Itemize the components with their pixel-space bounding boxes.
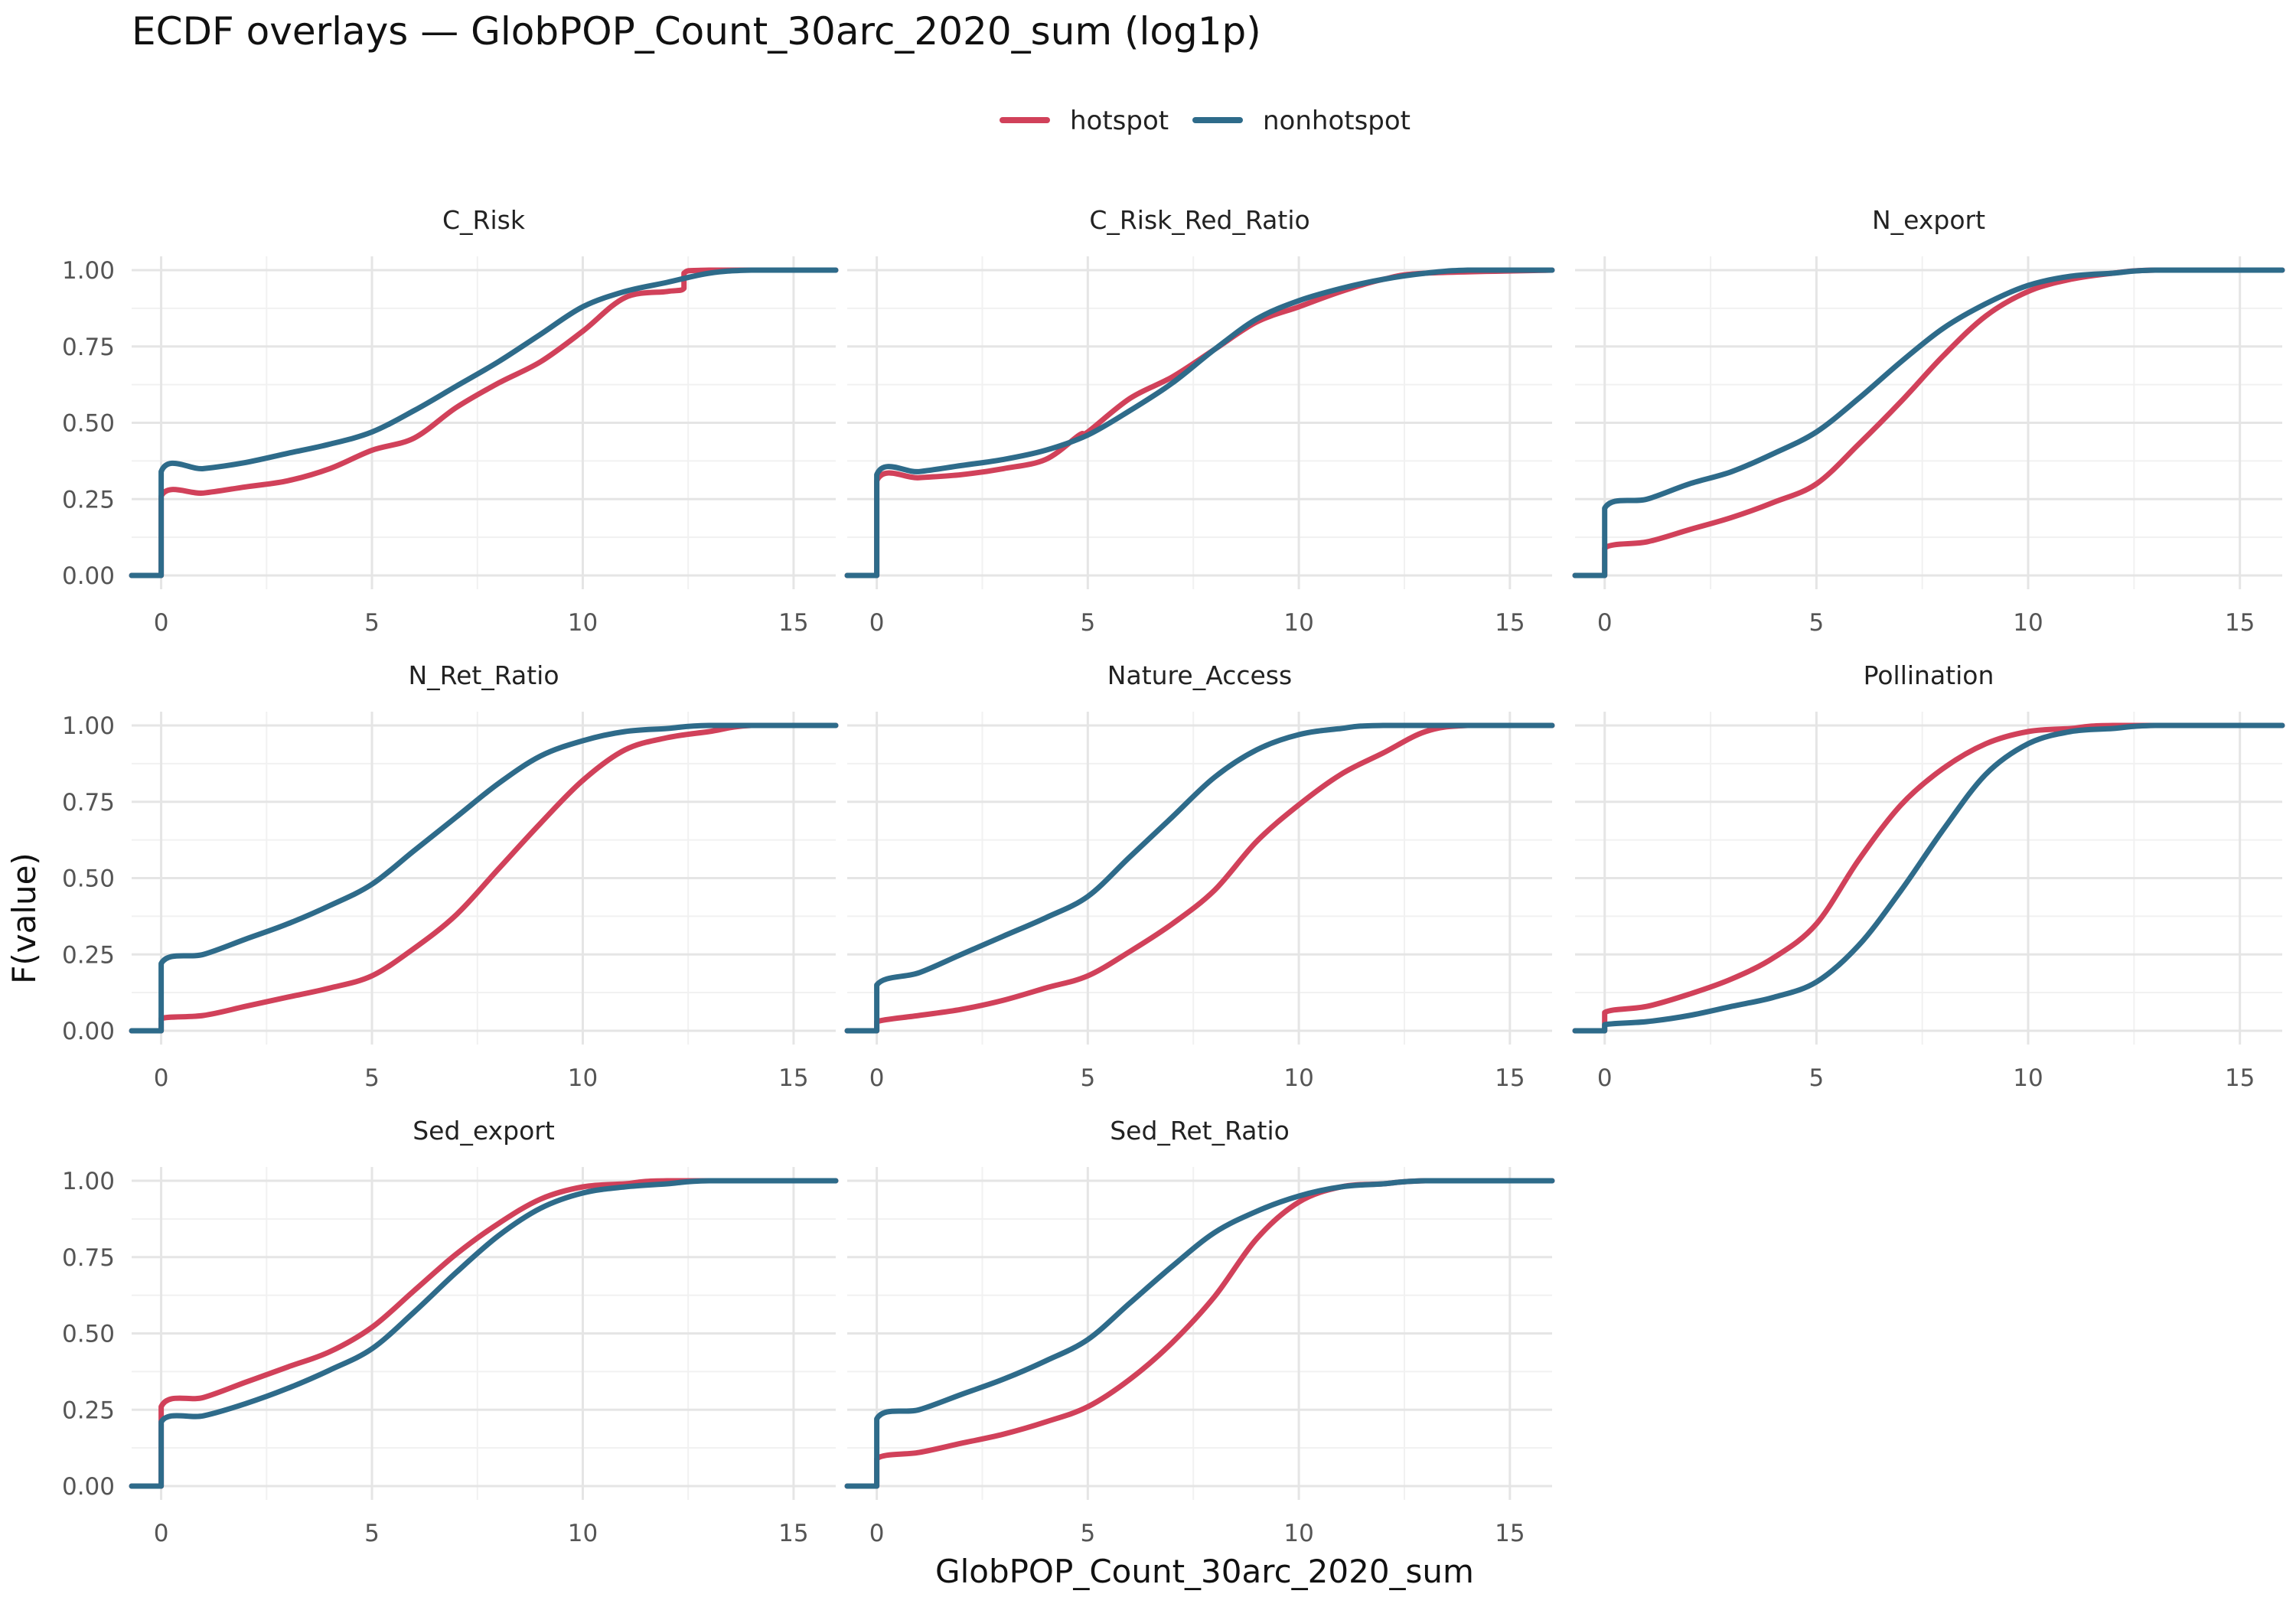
panel-N_export: N_export 0 5 10 15 (1572, 205, 2285, 637)
panel-title: Sed_export (413, 1116, 555, 1146)
series-hotspot-line (129, 722, 839, 1034)
series-nonhotspot-line (844, 1178, 1555, 1489)
x-tick-label: 10 (568, 609, 598, 637)
x-tick-label: 0 (154, 1064, 169, 1092)
y-tick-label: 0.75 (62, 789, 115, 817)
y-tick-label: 1.00 (62, 257, 115, 285)
y-tick-label: 0.50 (62, 410, 115, 438)
y-tick-label: 0.75 (62, 334, 115, 361)
panel-title: N_export (1872, 205, 1985, 235)
x-tick-label: 10 (1283, 1064, 1313, 1092)
x-tick-label: 5 (1080, 1064, 1095, 1092)
panel-C_Risk: C_Risk 0 5 10 15 0.00 0.25 0.50 0.75 1.00 (62, 205, 839, 637)
x-tick-label: 0 (154, 1520, 169, 1547)
x-tick-label: 5 (364, 609, 380, 637)
x-tick-label: 15 (1495, 1520, 1525, 1547)
panel-title: C_Risk_Red_Ratio (1089, 205, 1309, 235)
series-nonhotspot-line (844, 722, 1555, 1034)
x-tick-label: 10 (568, 1064, 598, 1092)
chart-title: ECDF overlays — GlobPOP_Count_30arc_2020… (132, 9, 1261, 54)
panel-C_Risk_Red_Ratio: C_Risk_Red_Ratio 0 5 10 15 (844, 205, 1555, 637)
y-tick-label: 0.00 (62, 562, 115, 590)
x-tick-label: 10 (1283, 1520, 1313, 1547)
series-nonhotspot-line (129, 1178, 839, 1489)
legend: hotspot nonhotspot (1000, 106, 1411, 136)
panel-title: N_Ret_Ratio (408, 660, 559, 690)
x-tick-label: 10 (2013, 609, 2043, 637)
panel-title: Nature_Access (1107, 660, 1292, 690)
facet-panels: C_Risk 0 5 10 15 0.00 0.25 0.50 0.75 1.00 C_Risk_R… (62, 205, 2285, 1547)
y-tick-label: 0.50 (62, 1321, 115, 1348)
x-tick-label: 0 (869, 609, 885, 637)
y-tick-label: 1.00 (62, 1168, 115, 1195)
x-tick-label: 10 (2013, 1064, 2043, 1092)
x-tick-label: 5 (364, 1064, 380, 1092)
x-tick-label: 10 (568, 1520, 598, 1547)
x-tick-label: 5 (1080, 609, 1095, 637)
x-tick-label: 15 (2225, 1064, 2255, 1092)
x-tick-label: 15 (778, 609, 808, 637)
y-tick-label: 0.75 (62, 1244, 115, 1272)
panel-Sed_export: Sed_export 0 5 10 15 0.00 0.25 0.50 0.75 1.00 (62, 1116, 839, 1547)
series-nonhotspot-line (1572, 722, 2285, 1034)
legend-label-hotspot: hotspot (1070, 106, 1169, 136)
x-tick-label: 15 (778, 1520, 808, 1547)
series-hotspot-line (129, 1178, 839, 1489)
x-tick-label: 5 (364, 1520, 380, 1547)
panel-Pollination: Pollination 0 5 10 15 (1572, 660, 2285, 1092)
x-tick-label: 15 (1495, 609, 1525, 637)
y-tick-label: 0.50 (62, 865, 115, 893)
x-tick-label: 15 (778, 1064, 808, 1092)
x-tick-label: 15 (1495, 1064, 1525, 1092)
series-hotspot-line (844, 722, 1555, 1034)
series-hotspot-line (1572, 267, 2285, 579)
x-tick-label: 0 (1597, 609, 1613, 637)
x-tick-label: 5 (1809, 609, 1825, 637)
y-axis-title: F(value) (5, 852, 43, 984)
x-tick-label: 10 (1283, 609, 1313, 637)
x-tick-label: 0 (154, 609, 169, 637)
y-tick-label: 0.25 (62, 486, 115, 513)
y-tick-label: 1.00 (62, 712, 115, 740)
panel-Sed_Ret_Ratio: Sed_Ret_Ratio 0 5 10 15 (844, 1116, 1555, 1547)
series-hotspot-line (129, 267, 839, 579)
panel-title: C_Risk (442, 205, 526, 235)
x-tick-label: 15 (2225, 609, 2255, 637)
x-tick-label: 0 (1597, 1064, 1613, 1092)
x-tick-label: 5 (1080, 1520, 1095, 1547)
x-axis-title: GlobPOP_Count_30arc_2020_sum (935, 1553, 1474, 1590)
panel-N_Ret_Ratio: N_Ret_Ratio 0 5 10 15 0.00 0.25 0.50 0.75 1.00 (62, 660, 839, 1092)
panel-Nature_Access: Nature_Access 0 5 10 15 (844, 660, 1555, 1092)
panel-title: Pollination (1864, 660, 1994, 690)
x-tick-label: 0 (869, 1520, 885, 1547)
x-tick-label: 5 (1809, 1064, 1825, 1092)
series-nonhotspot-line (844, 267, 1555, 579)
series-hotspot-line (1572, 722, 2285, 1034)
y-tick-label: 0.00 (62, 1018, 115, 1045)
series-nonhotspot-line (1572, 267, 2285, 579)
series-nonhotspot-line (129, 267, 839, 579)
y-tick-label: 0.25 (62, 941, 115, 969)
legend-label-nonhotspot: nonhotspot (1263, 106, 1411, 136)
x-tick-label: 0 (869, 1064, 885, 1092)
y-tick-label: 0.25 (62, 1397, 115, 1424)
panel-title: Sed_Ret_Ratio (1110, 1116, 1290, 1146)
series-nonhotspot-line (129, 722, 839, 1034)
y-tick-label: 0.00 (62, 1473, 115, 1501)
